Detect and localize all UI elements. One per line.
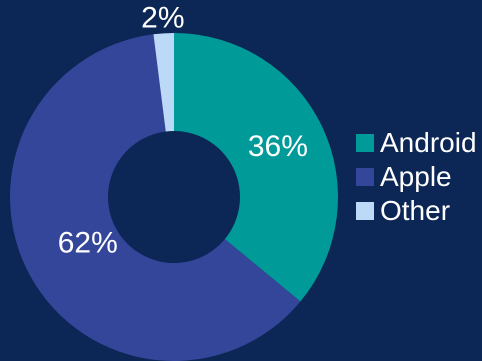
slice-other <box>153 33 174 132</box>
slice-apple <box>10 34 301 361</box>
legend-swatch-other <box>356 202 374 220</box>
slice-android <box>174 33 338 302</box>
legend-swatch-apple <box>356 168 374 186</box>
legend-item-android: Android <box>356 126 477 160</box>
legend: Android Apple Other <box>356 126 477 228</box>
data-label-android: 36% <box>248 130 308 163</box>
legend-label-apple: Apple <box>380 161 452 192</box>
legend-swatch-android <box>356 134 374 152</box>
legend-label-other: Other <box>380 195 451 226</box>
data-label-other: 2% <box>141 1 184 34</box>
legend-item-apple: Apple <box>356 160 477 194</box>
data-label-apple: 62% <box>58 226 118 259</box>
legend-item-other: Other <box>356 194 477 228</box>
legend-label-android: Android <box>380 127 477 158</box>
